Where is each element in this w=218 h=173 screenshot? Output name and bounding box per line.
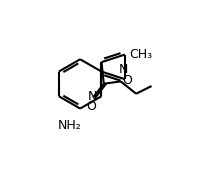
Text: N: N — [87, 90, 97, 103]
Text: O: O — [87, 100, 96, 113]
Text: CH₃: CH₃ — [129, 48, 153, 61]
Text: NH₂: NH₂ — [58, 119, 81, 132]
Text: N: N — [119, 63, 128, 76]
Text: O: O — [122, 74, 132, 87]
